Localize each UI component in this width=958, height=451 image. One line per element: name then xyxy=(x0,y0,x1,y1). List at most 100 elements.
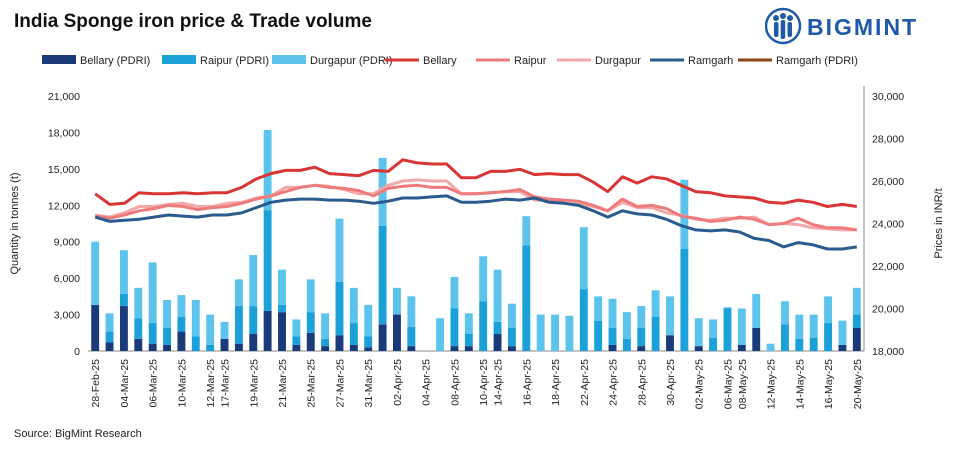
x-tick-label: 18-Apr-25 xyxy=(550,359,562,406)
bar-bellary-pdri xyxy=(321,346,330,351)
bar-durgapur-pdri xyxy=(637,306,646,328)
legend: Bellary (PDRI) Raipur (PDRI) Durgapur (PDR… xyxy=(42,55,858,67)
bar-durgapur-pdri xyxy=(579,227,588,290)
bar-durgapur-pdri xyxy=(536,314,545,351)
bar-raipur-pdri xyxy=(522,245,531,351)
bar-durgapur-pdri xyxy=(781,301,789,325)
x-tick-label: 10-Mar-25 xyxy=(176,359,188,408)
bar-bellary-pdri xyxy=(263,310,272,351)
bar-bellary-pdri xyxy=(407,346,416,351)
legend-item: Durgapur xyxy=(557,55,641,67)
bar-bellary-pdri xyxy=(249,334,258,351)
y-right-tick-label: 28,000 xyxy=(872,134,904,146)
bar-bellary-pdri xyxy=(306,332,315,351)
bar-raipur-pdri xyxy=(206,344,215,351)
legend-item: Ramgarh (PDRI) xyxy=(738,55,858,67)
y-left-tick-label: 18,000 xyxy=(48,127,80,139)
y-right-tick-label: 18,000 xyxy=(872,346,904,358)
bigmint-logo: BIGMINT xyxy=(765,7,918,45)
bar-bellary-pdri xyxy=(852,327,861,351)
bar-durgapur-pdri xyxy=(393,287,401,315)
bar-raipur-pdri xyxy=(119,293,128,307)
axes: 0 3,000 6,000 9,000 12,000 15,000 18,000 21,000… xyxy=(9,86,945,409)
bar-bellary-pdri xyxy=(608,344,617,351)
legend-swatch xyxy=(42,55,76,64)
bar-durgapur-pdri xyxy=(292,319,301,337)
bar-raipur-pdri xyxy=(249,306,258,334)
bar-durgapur-pdri xyxy=(220,321,229,339)
y-right-axis-title: Prices in INR/t xyxy=(933,188,945,258)
legend-label: Durgapur xyxy=(595,55,641,67)
x-tick-label: 04-Apr-25 xyxy=(421,359,433,406)
bar-durgapur-pdri xyxy=(723,307,732,309)
bigmint-logo-text: BIGMINT xyxy=(807,14,918,40)
bar-bellary-pdri xyxy=(752,327,761,351)
bar-bellary-pdri xyxy=(364,347,373,351)
bar-raipur-pdri xyxy=(378,225,387,325)
bar-durgapur-pdri xyxy=(709,319,718,338)
y-left-tick-label: 21,000 xyxy=(48,91,80,103)
x-tick-label: 04-Mar-25 xyxy=(119,359,131,408)
legend-swatch xyxy=(162,55,196,64)
bar-durgapur-pdri xyxy=(479,256,488,302)
y-left-axis-title: Quantity in tonnes (t) xyxy=(9,172,21,274)
x-tick-label: 08-May-25 xyxy=(737,359,749,409)
bar-durgapur-pdri xyxy=(694,318,703,347)
bar-bellary-pdri xyxy=(278,312,286,351)
bar-raipur-pdri xyxy=(579,289,588,351)
line-bellary xyxy=(94,158,858,208)
bar-bellary-pdri xyxy=(378,324,387,351)
bar-raipur-pdri xyxy=(608,327,617,345)
bar-raipur-pdri xyxy=(364,336,373,348)
x-tick-label: 02-Apr-25 xyxy=(392,359,404,406)
bar-bellary-pdri xyxy=(737,344,746,351)
bar-bellary-pdri xyxy=(694,346,703,351)
x-tick-label: 06-Mar-25 xyxy=(148,359,160,408)
bar-bellary-pdri xyxy=(234,343,243,351)
bar-bellary-pdri xyxy=(335,335,344,351)
x-tick-label: 24-Apr-25 xyxy=(608,359,620,406)
bar-durgapur-pdri xyxy=(551,314,559,351)
legend-item: Durgapur (PDRI) xyxy=(272,55,393,67)
bar-bellary-pdri xyxy=(119,306,128,351)
bar-raipur-pdri xyxy=(795,338,804,351)
bar-raipur-pdri xyxy=(622,338,631,351)
bar-bellary-pdri xyxy=(163,344,171,351)
bar-durgapur-pdri xyxy=(622,312,631,339)
y-left-tick-label: 6,000 xyxy=(54,273,80,285)
x-tick-label: 30-Apr-25 xyxy=(665,359,677,406)
legend-label: Raipur (PDRI) xyxy=(200,55,269,67)
bar-durgapur-pdri xyxy=(206,314,215,345)
bar-durgapur-pdri xyxy=(191,300,200,337)
x-tick-label: 22-Apr-25 xyxy=(579,359,591,406)
x-tick-label: 19-Mar-25 xyxy=(248,359,260,408)
bar-durgapur-pdri xyxy=(594,296,603,321)
bar-durgapur-pdri xyxy=(809,314,818,338)
x-tick-label: 10-Apr-25 xyxy=(478,359,490,406)
bar-durgapur-pdri xyxy=(666,296,674,336)
y-right-tick-label: 24,000 xyxy=(872,219,904,231)
bar-raipur-pdri xyxy=(493,321,502,334)
line-raipur xyxy=(94,183,858,232)
x-tick-label: 14-May-25 xyxy=(794,359,806,409)
x-tick-label: 12-Mar-25 xyxy=(205,359,217,408)
bar-durgapur-pdri xyxy=(522,216,531,246)
x-tick-label: 27-Mar-25 xyxy=(334,359,346,408)
bar-durgapur-pdri xyxy=(752,293,761,328)
bar-bellary-pdri xyxy=(220,338,229,351)
bar-durgapur-pdri xyxy=(234,279,243,307)
bar-durgapur-pdri xyxy=(852,287,861,315)
bar-durgapur-pdri xyxy=(335,218,344,282)
x-tick-label: 28-Apr-25 xyxy=(636,359,648,406)
legend-label: Durgapur (PDRI) xyxy=(310,55,393,67)
bar-raipur-pdri xyxy=(278,304,286,313)
bar-raipur-pdri xyxy=(134,318,143,339)
bar-durgapur-pdri xyxy=(651,290,660,317)
legend-label: Bellary (PDRI) xyxy=(80,55,150,67)
bar-bellary-pdri xyxy=(177,331,186,351)
bar-raipur-pdri xyxy=(594,320,603,351)
bar-raipur-pdri xyxy=(407,326,416,347)
bar-durgapur-pdri xyxy=(608,298,617,328)
bar-raipur-pdri xyxy=(852,314,861,328)
